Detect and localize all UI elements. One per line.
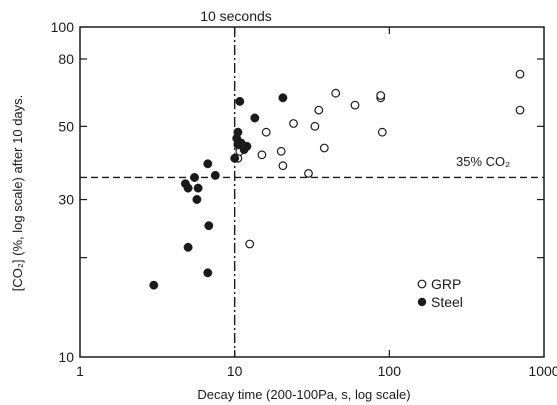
x-tick-label: 1 [76, 363, 84, 379]
steel-point [192, 195, 202, 204]
steel-point [235, 96, 245, 106]
steel-point [230, 153, 240, 163]
steel-point [233, 127, 243, 137]
y-tick-label: 30 [58, 192, 74, 208]
grp-point [331, 88, 341, 98]
steel-point [149, 280, 159, 290]
y-tick-label: 80 [58, 51, 74, 67]
steel-point [242, 141, 252, 151]
y-axis-label: [CO₂] (%, log scale) after 10 days. [10, 95, 25, 292]
grp-point [310, 121, 320, 131]
grp-point [289, 119, 298, 128]
steel-point [193, 183, 203, 193]
grp-point [377, 127, 387, 137]
y-tick-label: 10 [58, 349, 74, 365]
legend-label-grp: GRP [431, 276, 461, 292]
steel-point [250, 113, 260, 123]
grp-point [257, 150, 267, 160]
grp-point [245, 239, 255, 249]
steel-point [190, 173, 199, 182]
x-tick-label: 1000 [528, 363, 557, 379]
y-axis-ticks: 10 30 50 80 100 [51, 19, 544, 365]
steel-point [278, 93, 288, 103]
ten-seconds-label: 10 seconds [200, 8, 272, 24]
legend-label-steel: Steel [431, 294, 463, 310]
steel-point [183, 242, 193, 252]
steel-point [204, 221, 214, 231]
reference-lines [80, 27, 544, 357]
x-axis-label: Decay time (200-100Pa, s, log scale) [197, 387, 410, 402]
grp-point [314, 105, 324, 115]
y-tick-label: 50 [58, 118, 74, 134]
steel-point [210, 170, 220, 180]
grp-point [304, 168, 313, 178]
steel-point [183, 183, 193, 193]
x-axis-ticks: 1 10 100 1000 [76, 27, 557, 379]
legend-marker-steel [417, 297, 427, 307]
grp-point [515, 69, 525, 79]
x-tick-label: 10 [227, 363, 243, 379]
legend: GRP Steel [417, 276, 463, 310]
y-tick-label: 100 [51, 19, 75, 35]
grp-point [319, 143, 329, 153]
grp-point [515, 105, 525, 115]
grp-point [261, 127, 271, 137]
grp-point [278, 161, 288, 171]
legend-marker-grp [417, 279, 427, 289]
co2-threshold-label: 35% CO₂ [456, 154, 510, 169]
grp-point [350, 100, 360, 110]
steel-point [203, 268, 213, 278]
steel-point [203, 159, 213, 169]
grp-point [376, 91, 386, 100]
plot-area-frame [79, 26, 545, 358]
data-points [149, 69, 525, 290]
x-tick-label: 100 [378, 363, 402, 379]
grp-point [276, 146, 286, 156]
